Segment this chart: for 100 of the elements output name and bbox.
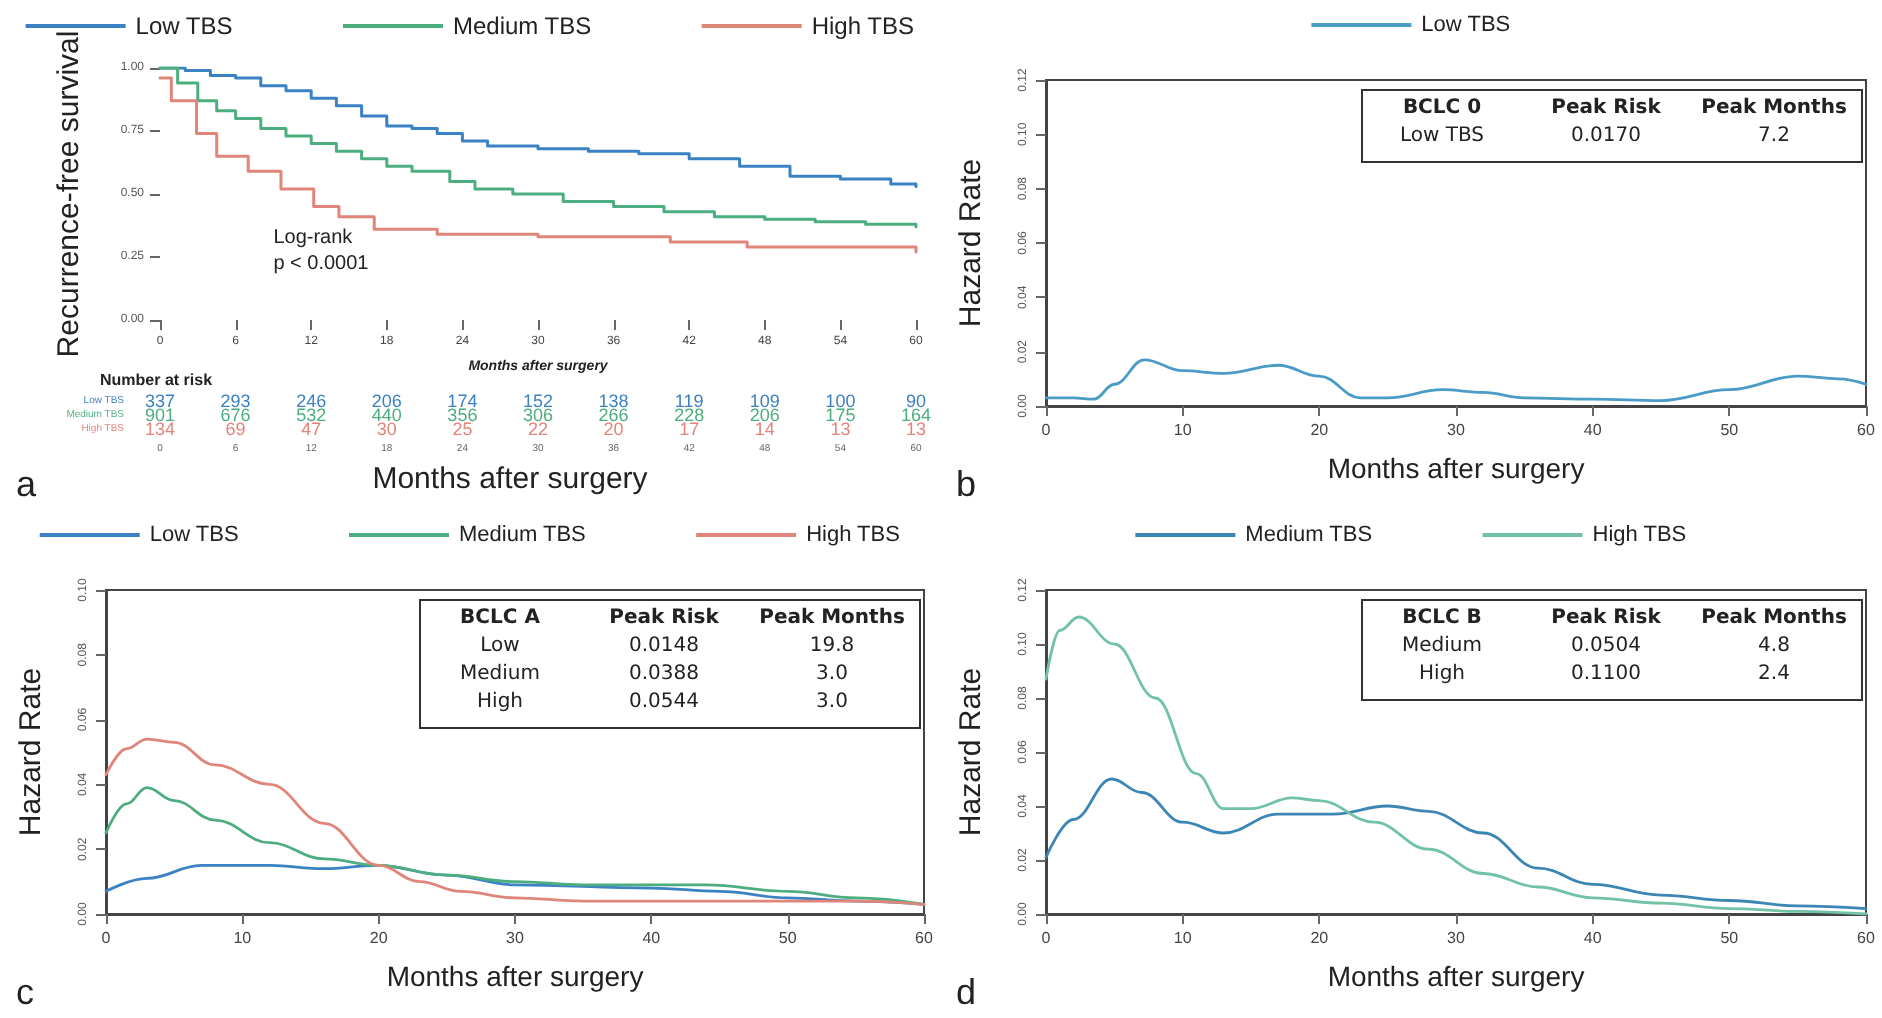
text: 164	[900, 405, 932, 425]
annotation: Peak Risk	[1551, 607, 1662, 629]
annotation: p < 0.0001	[273, 252, 370, 275]
text: 13	[830, 419, 851, 439]
x-tick-label: 20	[369, 929, 389, 947]
annotation: Low	[480, 635, 520, 657]
x-tick-label: 60	[1857, 421, 1876, 439]
text: 356	[447, 405, 478, 425]
text: 266	[598, 405, 629, 425]
x-tick-label: 30	[506, 929, 525, 947]
text: 676	[220, 405, 251, 425]
text: 25	[452, 419, 473, 439]
legend-label: High TBS	[806, 523, 900, 547]
legend-label: Low TBS	[135, 12, 233, 40]
annotation: 0.1100	[1571, 663, 1641, 685]
text: 206	[371, 391, 402, 411]
x-tick-label: 10	[233, 929, 253, 947]
text: a	[16, 464, 38, 504]
x-axis-title: Months after surgery	[1327, 960, 1585, 992]
text: 134	[144, 419, 176, 439]
annotation: 2.4	[1758, 663, 1790, 685]
legend-label: Medium TBS	[458, 523, 586, 547]
annotation: 0.0148	[629, 635, 699, 657]
annotation: High	[1419, 663, 1465, 685]
text: 175	[825, 405, 856, 425]
text: b	[956, 464, 977, 504]
annotation: 0.0388	[629, 663, 699, 685]
legend-label: Low TBS	[149, 523, 239, 547]
x-tick-label: 20	[1310, 929, 1330, 947]
legend-label: Medium TBS	[1245, 523, 1373, 547]
x-tick-label: 10	[1173, 421, 1193, 439]
annotation: 3.0	[816, 691, 848, 713]
text: 69	[225, 419, 246, 439]
y-axis-title: Recurrence-free survival	[52, 30, 86, 358]
text: 206	[749, 405, 780, 425]
text: 13	[905, 419, 927, 439]
text: 47	[301, 419, 322, 439]
text: 100	[825, 391, 856, 411]
text: Months after surgery	[372, 462, 649, 496]
text: 246	[296, 391, 327, 411]
annotation: Medium	[460, 663, 540, 685]
annotation: Peak Risk	[1551, 97, 1662, 119]
x-tick-label: 10	[1173, 929, 1193, 947]
annotation: 0.0170	[1571, 125, 1641, 147]
text: 174	[447, 391, 478, 411]
annotation: 19.8	[809, 635, 855, 657]
x-tick-label: 40	[642, 929, 662, 947]
x-tick-label: 30	[1447, 421, 1466, 439]
text: 138	[598, 391, 629, 411]
x-tick-label: 30	[1447, 929, 1466, 947]
annotation: 0.0544	[629, 691, 699, 713]
legend-label: Medium TBS	[452, 12, 592, 40]
x-tick-label: 40	[1583, 421, 1603, 439]
text: 14	[754, 419, 775, 439]
text: 17	[679, 419, 700, 439]
x-tick-label: 60	[1857, 929, 1876, 947]
line-series	[104, 737, 926, 906]
text: 901	[144, 405, 176, 425]
annotation: Peak Months	[1701, 607, 1847, 629]
x-tick-label: 0	[101, 929, 112, 947]
x-tick-label: 50	[1720, 929, 1740, 947]
text: 306	[522, 405, 554, 425]
annotation: Peak Risk	[609, 607, 720, 629]
x-tick-label: 20	[1310, 421, 1330, 439]
legend-label: Low TBS	[1421, 13, 1511, 37]
annotation: High	[477, 691, 523, 713]
annotation: 7.2	[1758, 125, 1790, 147]
x-axis-title: Months after surgery	[386, 960, 644, 992]
text: 440	[371, 405, 402, 425]
text: 22	[527, 419, 549, 439]
x-tick-label: 40	[1583, 929, 1603, 947]
annotation: 4.8	[1758, 635, 1790, 657]
text: 293	[220, 391, 251, 411]
annotation: BCLC B	[1402, 607, 1482, 629]
annotation: Peak Months	[759, 607, 905, 629]
text: d	[956, 972, 977, 1012]
annotation: BCLC 0	[1402, 97, 1482, 119]
annotation: Low TBS	[1399, 125, 1485, 147]
x-tick-label: 50	[778, 929, 798, 947]
annotation: BCLC A	[460, 607, 541, 629]
text: 152	[522, 391, 554, 411]
x-tick-label: 60	[915, 929, 934, 947]
y-axis-title: Hazard Rate	[14, 667, 48, 837]
legend-label: High TBS	[811, 12, 914, 40]
annotation: 0.0504	[1571, 635, 1641, 657]
text: 90	[905, 391, 927, 411]
text: 337	[144, 391, 176, 411]
legend-label: High TBS	[1592, 523, 1687, 547]
annotation: 3.0	[816, 663, 848, 685]
line-series	[104, 786, 926, 906]
y-axis-title: Hazard Rate	[954, 667, 988, 837]
text: 228	[674, 405, 705, 425]
text: 532	[296, 405, 327, 425]
x-tick-label: 50	[1720, 421, 1740, 439]
annotation: Peak Months	[1701, 97, 1847, 119]
y-axis-title: Hazard Rate	[954, 158, 988, 328]
annotation: Log-rank	[273, 226, 355, 249]
line-series	[1044, 358, 1868, 402]
text: c	[16, 972, 34, 1012]
text: 109	[749, 391, 780, 411]
